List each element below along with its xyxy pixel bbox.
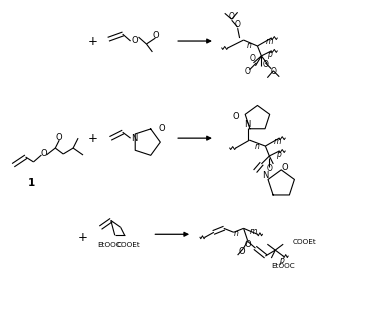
Text: +: + bbox=[78, 231, 88, 244]
Text: O: O bbox=[232, 112, 239, 121]
Text: O: O bbox=[56, 133, 63, 142]
Text: O: O bbox=[244, 240, 251, 249]
Text: COOEt: COOEt bbox=[117, 242, 140, 248]
Text: COOEt: COOEt bbox=[293, 239, 317, 245]
Text: N: N bbox=[244, 120, 251, 129]
Text: N: N bbox=[262, 171, 269, 180]
Text: O: O bbox=[131, 36, 138, 44]
Text: p: p bbox=[279, 256, 284, 265]
Text: O: O bbox=[235, 20, 241, 29]
Text: O: O bbox=[238, 247, 245, 256]
Text: n: n bbox=[234, 229, 239, 238]
Text: m: m bbox=[274, 137, 281, 146]
Text: O: O bbox=[262, 60, 268, 69]
Text: O: O bbox=[152, 31, 159, 40]
Text: EtOOC: EtOOC bbox=[97, 242, 121, 248]
Text: +: + bbox=[88, 132, 98, 145]
Text: O: O bbox=[40, 149, 47, 158]
Text: EtOOC: EtOOC bbox=[271, 263, 295, 269]
Text: p: p bbox=[276, 150, 281, 159]
Text: O: O bbox=[245, 67, 250, 76]
Text: O: O bbox=[250, 54, 256, 63]
Text: m: m bbox=[250, 227, 257, 236]
Text: n: n bbox=[255, 142, 260, 150]
Text: 1: 1 bbox=[28, 178, 35, 188]
Text: p: p bbox=[267, 50, 272, 59]
Text: m: m bbox=[266, 36, 273, 45]
Text: N: N bbox=[131, 134, 138, 143]
Text: n: n bbox=[247, 41, 252, 50]
Text: O: O bbox=[282, 163, 289, 172]
Text: O: O bbox=[267, 164, 272, 173]
Text: O: O bbox=[229, 12, 235, 21]
Text: +: + bbox=[88, 35, 98, 48]
Text: O: O bbox=[159, 124, 165, 133]
Text: O: O bbox=[270, 67, 276, 76]
